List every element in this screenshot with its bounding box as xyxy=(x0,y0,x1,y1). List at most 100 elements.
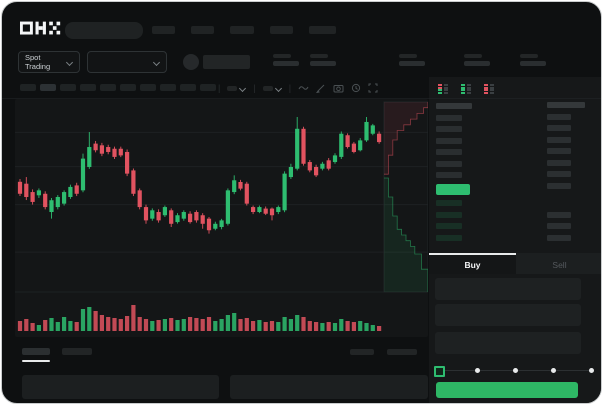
orderbook-amount-column xyxy=(547,102,587,241)
bottom-panel-right[interactable] xyxy=(230,375,428,399)
bid-price-row[interactable] xyxy=(436,200,462,206)
line-tool-icon[interactable] xyxy=(298,83,309,93)
bottom-link[interactable] xyxy=(387,349,417,355)
stat-label-skeleton xyxy=(310,54,328,58)
icon-cell xyxy=(438,84,442,86)
ask-amount-row[interactable] xyxy=(547,182,571,189)
timeframe-button[interactable] xyxy=(60,84,76,91)
stat-label-skeleton xyxy=(273,54,291,58)
timeframe-button[interactable] xyxy=(120,84,136,91)
bid-price-row[interactable] xyxy=(436,223,462,229)
order-side-tabs: Buy Sell xyxy=(429,253,601,274)
nav-item-skeleton[interactable] xyxy=(230,26,254,34)
ask-price-row[interactable] xyxy=(436,126,462,132)
ticker-stat xyxy=(464,54,490,66)
nav-item-skeleton[interactable] xyxy=(270,26,293,34)
icon-row xyxy=(484,84,494,86)
bid-price-row[interactable] xyxy=(436,234,462,241)
icon-row xyxy=(438,89,448,92)
nav-item-skeleton[interactable] xyxy=(309,26,336,34)
bottom-tabs-right xyxy=(350,349,417,355)
stat-label-skeleton xyxy=(520,54,538,58)
chart-canvas[interactable] xyxy=(15,99,429,337)
timeframe-button[interactable] xyxy=(200,84,216,91)
slider-handle[interactable] xyxy=(434,366,445,377)
ask-price-row[interactable] xyxy=(436,137,462,144)
buy-button[interactable] xyxy=(436,382,578,398)
price-input[interactable] xyxy=(435,278,581,300)
tab-sell[interactable]: Sell xyxy=(516,253,601,274)
timeframe-button[interactable] xyxy=(140,84,156,91)
total-input[interactable] xyxy=(435,332,581,354)
timeframe-button[interactable] xyxy=(160,84,176,91)
search-input[interactable] xyxy=(65,22,143,39)
icon-line xyxy=(490,89,494,92)
fullscreen-icon[interactable] xyxy=(368,83,378,93)
ask-amount-row[interactable] xyxy=(547,125,571,131)
ask-amount-row[interactable] xyxy=(547,148,571,154)
chevron-down-icon xyxy=(240,85,246,91)
settings-icon[interactable] xyxy=(351,83,361,93)
bottom-tab[interactable] xyxy=(62,348,92,355)
ask-price-row[interactable] xyxy=(436,172,462,178)
ticker-stat xyxy=(520,54,546,66)
timeframe-button[interactable] xyxy=(180,84,196,91)
icon-row xyxy=(484,89,494,92)
chevron-down-icon xyxy=(276,85,282,91)
tab-buy[interactable]: Buy xyxy=(429,253,516,274)
ask-price-row[interactable] xyxy=(436,149,462,155)
bid-price-row[interactable] xyxy=(436,211,462,218)
icon-line xyxy=(467,84,471,86)
slider-dot[interactable] xyxy=(588,368,594,373)
timeframe-button[interactable] xyxy=(20,84,36,91)
stat-value-skeleton xyxy=(520,61,546,66)
bottom-link[interactable] xyxy=(350,349,374,355)
candlestick-chart[interactable] xyxy=(15,99,429,337)
icon-line xyxy=(467,89,471,92)
amount-input[interactable] xyxy=(435,304,581,326)
stat-value-skeleton xyxy=(310,61,336,66)
okx-logo[interactable] xyxy=(20,21,62,36)
coin-avatar xyxy=(183,54,199,70)
slider-dot[interactable] xyxy=(550,368,556,373)
stat-value-skeleton xyxy=(399,61,425,66)
ask-amount-row[interactable] xyxy=(547,136,571,143)
icon-cell xyxy=(484,89,488,92)
nav-item-skeleton[interactable] xyxy=(191,26,214,34)
icon-cell xyxy=(438,91,442,94)
nav-item-skeleton[interactable] xyxy=(152,26,175,34)
slider-dot[interactable] xyxy=(474,368,480,373)
bid-amount-row[interactable] xyxy=(547,211,571,218)
ask-amount-row[interactable] xyxy=(547,159,571,166)
bottom-tabs-left xyxy=(22,348,92,362)
icon-cell xyxy=(484,86,488,89)
indicator-dropdown[interactable] xyxy=(227,85,246,91)
ask-price-row[interactable] xyxy=(436,160,462,167)
book-bids-icon[interactable] xyxy=(460,83,472,95)
bid-amount-row[interactable] xyxy=(547,223,571,229)
icon-cell xyxy=(461,89,465,92)
ask-amount-row[interactable] xyxy=(547,113,571,120)
pair-selector-dropdown[interactable] xyxy=(87,51,167,73)
bottom-tab-active[interactable] xyxy=(22,348,50,362)
slider-dot[interactable] xyxy=(512,368,518,373)
camera-icon[interactable] xyxy=(333,83,344,93)
ask-price-row[interactable] xyxy=(436,114,462,121)
icon-row xyxy=(461,89,471,92)
icon-cell xyxy=(438,86,442,89)
icon-row xyxy=(461,86,471,89)
bottom-panel-left[interactable] xyxy=(22,375,219,399)
overlay-dropdown[interactable] xyxy=(262,85,282,91)
icon-line xyxy=(444,89,448,92)
market-type-dropdown[interactable]: Spot Trading xyxy=(18,51,80,73)
orderbook-price-column xyxy=(436,103,496,241)
timeframe-button[interactable] xyxy=(40,84,56,91)
ask-amount-row[interactable] xyxy=(547,171,571,177)
book-combined-icon[interactable] xyxy=(437,83,449,95)
timeframe-button[interactable] xyxy=(80,84,96,91)
draw-icon[interactable] xyxy=(316,83,326,93)
timeframe-button[interactable] xyxy=(100,84,116,91)
book-asks-icon[interactable] xyxy=(483,83,495,95)
amount-slider[interactable] xyxy=(434,366,594,377)
bid-amount-row[interactable] xyxy=(547,234,571,241)
